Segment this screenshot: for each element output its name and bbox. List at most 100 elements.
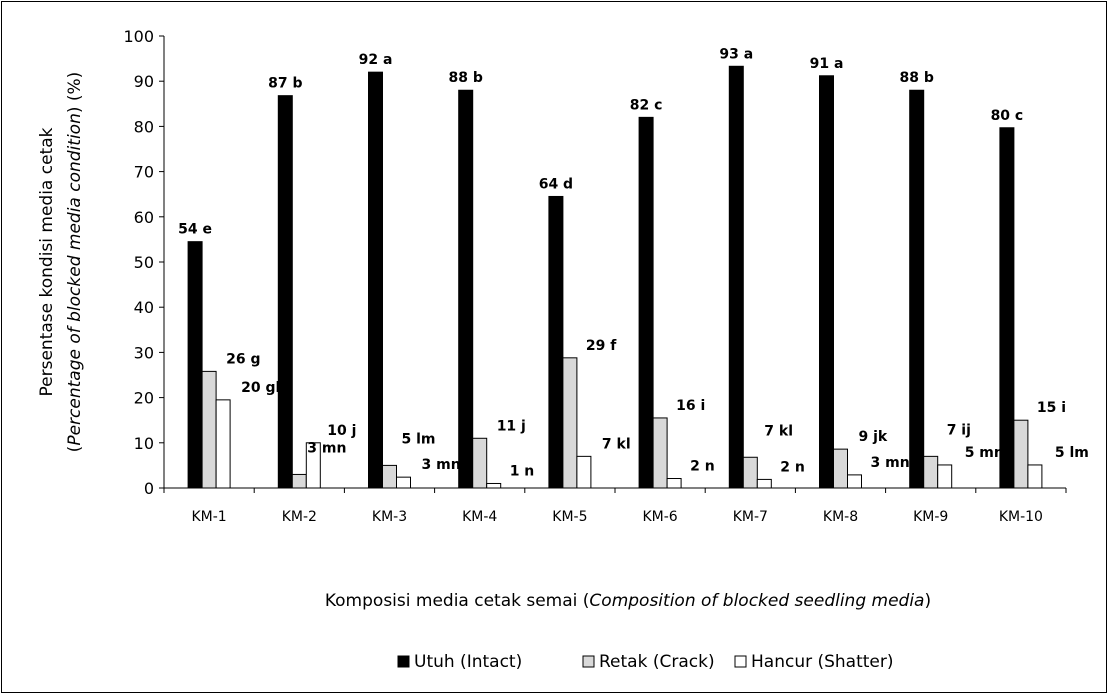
data-label: 5 mn bbox=[965, 445, 1004, 461]
bar-KM-7-s1 bbox=[742, 456, 758, 489]
bar-KM-9-s0 bbox=[909, 89, 925, 489]
y-tick-label: 40 bbox=[134, 298, 154, 317]
data-label: 16 i bbox=[676, 398, 705, 414]
data-label: 3 mn bbox=[307, 440, 346, 456]
bar-KM-4-s1 bbox=[472, 437, 488, 489]
x-tick-label: KM-6 bbox=[642, 509, 677, 525]
bar-KM-8-s1 bbox=[833, 448, 848, 489]
data-label: 26 g bbox=[226, 351, 260, 367]
legend-swatch bbox=[582, 655, 595, 668]
y-tick-label: 50 bbox=[134, 253, 154, 272]
y-axis-title-line2: (Percentage of blocked media condition) … bbox=[65, 72, 85, 453]
bar-KM-4-s0 bbox=[458, 89, 474, 489]
bar-KM-1-s0 bbox=[187, 241, 203, 489]
bar-KM-9-s2 bbox=[937, 464, 953, 489]
data-label: 7 kl bbox=[602, 436, 631, 452]
y-tick-label: 10 bbox=[134, 434, 154, 453]
data-label: 88 b bbox=[449, 70, 483, 86]
data-label: 7 kl bbox=[764, 423, 793, 439]
bar-KM-3-s2 bbox=[396, 476, 411, 489]
data-label: 93 a bbox=[719, 46, 753, 62]
data-label: 87 b bbox=[268, 76, 302, 92]
bar-KM-3-s1 bbox=[382, 464, 397, 489]
y-axis-title-italic: Percentage of blocked media condition bbox=[65, 113, 85, 446]
data-label: 5 lm bbox=[402, 431, 436, 447]
axes: 0 10 20 30 40 50 60 70 80 90 100 KM-1 KM-2 KM-3 KM-4 KM… bbox=[123, 27, 1067, 525]
bar-KM-9-s1 bbox=[923, 455, 939, 489]
bar-KM-3-s0 bbox=[368, 71, 383, 489]
bar-KM-4-s2 bbox=[486, 482, 502, 489]
bar-KM-6-s0 bbox=[638, 116, 654, 489]
data-label: 2 n bbox=[690, 459, 715, 475]
data-label: 29 f bbox=[586, 338, 617, 354]
y-tick-label: 90 bbox=[134, 72, 154, 91]
y-tick-label: 80 bbox=[134, 117, 154, 136]
data-label: 91 a bbox=[810, 56, 844, 72]
y-tick-label: 0 bbox=[144, 479, 154, 498]
x-tick-label: KM-7 bbox=[733, 509, 768, 525]
bar-KM-5-s2 bbox=[576, 455, 592, 489]
bar-KM-7-s0 bbox=[728, 65, 744, 489]
bar-KM-6-s2 bbox=[666, 478, 682, 489]
data-label: 7 ij bbox=[947, 422, 971, 438]
legend-label: Utuh (Intact) bbox=[414, 652, 522, 672]
bar-KM-7-s2 bbox=[756, 478, 772, 489]
x-tick-label: KM-1 bbox=[191, 509, 226, 525]
legend-label: Retak (Crack) bbox=[599, 652, 715, 672]
bar-KM-10-s0 bbox=[999, 127, 1015, 489]
bar-KM-2-s0 bbox=[277, 95, 293, 489]
data-label: 64 d bbox=[539, 176, 573, 192]
y-tick-label: 20 bbox=[134, 389, 154, 408]
data-label: 10 j bbox=[327, 423, 356, 439]
bar-KM-6-s1 bbox=[652, 417, 668, 489]
x-tick-label: KM-9 bbox=[913, 509, 948, 525]
data-label: 80 c bbox=[991, 108, 1024, 124]
data-label: 5 lm bbox=[1055, 445, 1089, 461]
bar-KM-8-s2 bbox=[847, 474, 862, 489]
legend-swatch bbox=[397, 655, 410, 668]
legend-swatch bbox=[734, 655, 747, 668]
data-label: 15 i bbox=[1037, 400, 1066, 416]
data-label: 9 jk bbox=[859, 429, 888, 445]
data-label: 1 n bbox=[510, 463, 535, 479]
x-tick-label: KM-8 bbox=[823, 509, 858, 525]
bar-KM-2-s2 bbox=[305, 442, 321, 489]
bar-KM-1-s1 bbox=[201, 370, 217, 489]
bar-KM-5-s1 bbox=[562, 357, 578, 489]
x-axis-title-italic: Composition of blocked seedling media bbox=[589, 591, 924, 611]
bar-KM-2-s1 bbox=[291, 473, 307, 489]
legend-label: Hancur (Shatter) bbox=[751, 652, 894, 672]
bar-KM-5-s0 bbox=[548, 195, 564, 489]
y-axis-title-unit: (%) bbox=[65, 72, 85, 101]
data-label: 3 mn bbox=[871, 455, 910, 471]
x-axis-title-main: Komposisi media cetak semai ( bbox=[325, 591, 590, 611]
y-axis-title-main: Persentase kondisi media cetak bbox=[37, 127, 57, 396]
x-tick-label: KM-10 bbox=[999, 509, 1043, 525]
bar-KM-10-s2 bbox=[1027, 464, 1043, 489]
data-label: 82 c bbox=[630, 97, 663, 113]
x-tick-label: KM-3 bbox=[372, 509, 407, 525]
bar-KM-1-s2 bbox=[215, 399, 231, 489]
data-label: 2 n bbox=[780, 459, 805, 475]
y-tick-label: 70 bbox=[134, 163, 154, 182]
bar-KM-10-s1 bbox=[1013, 419, 1029, 489]
x-axis-title: Komposisi media cetak semai (Composition… bbox=[325, 591, 931, 611]
x-tick-label: KM-5 bbox=[552, 509, 587, 525]
data-label: 20 gh bbox=[241, 380, 285, 396]
y-tick-label: 60 bbox=[134, 208, 154, 227]
bars bbox=[187, 65, 1043, 489]
x-tick-label: KM-2 bbox=[282, 509, 317, 525]
y-axis-title: Persentase kondisi media cetak bbox=[37, 127, 57, 396]
bar-KM-8-s0 bbox=[819, 75, 834, 489]
y-tick-label: 100 bbox=[123, 27, 154, 46]
data-label: 11 j bbox=[497, 418, 526, 434]
data-label: 88 b bbox=[900, 70, 934, 86]
x-axis-title-close: ) bbox=[924, 591, 931, 611]
x-tick-label: KM-4 bbox=[462, 509, 497, 525]
data-label: 92 a bbox=[359, 52, 393, 68]
legend: Utuh (Intact) Retak (Crack) Hancur (Shatte… bbox=[397, 652, 894, 672]
data-label: 3 mn bbox=[422, 457, 461, 473]
